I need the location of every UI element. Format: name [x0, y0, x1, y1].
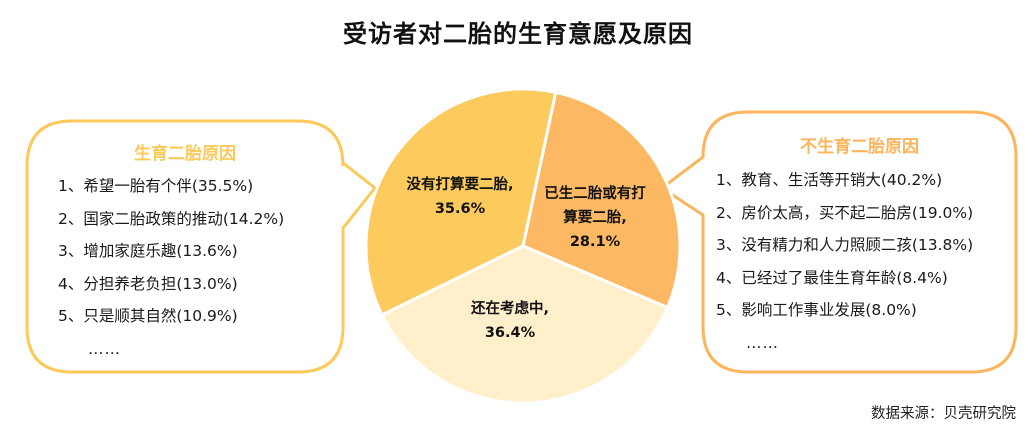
slice-label-text: 已生二胎或有打 — [544, 186, 646, 202]
list-item: 5、只是顺其自然(10.9%) — [58, 307, 238, 325]
list-item: 2、房价太高，买不起二胎房(19.0%) — [716, 203, 974, 222]
left-reason-list: 1、希望一胎有个伴(35.5%) 2、国家二胎政策的推动(14.2%) 3、增加… — [58, 170, 284, 365]
pie-slice-considering — [380, 244, 669, 405]
list-item: 1、教育、生活等开销大(40.2%) — [716, 171, 943, 189]
list-item-more: …… — [88, 339, 121, 358]
pie-chart — [364, 87, 682, 405]
slice-label-considering: 还在考虑中, 36.4% — [445, 297, 575, 345]
right-bubble-title: 不生育二胎原因 — [800, 137, 919, 157]
slice-label-value: 35.6% — [434, 201, 486, 217]
pie-slice-have-or-plan — [521, 90, 682, 309]
list-item: 4、分担养老负担(13.0%) — [58, 274, 238, 293]
list-item: 3、没有精力和人力照顾二孩(13.8%) — [716, 236, 974, 254]
slice-label-text: 没有打算要二胎, — [406, 177, 514, 193]
slice-label-plan-no: 没有打算要二胎, 35.6% — [395, 173, 525, 221]
list-item-more: …… — [746, 333, 779, 352]
chart-title: 受访者对二胎的生育意愿及原因 — [343, 20, 693, 48]
data-source: 数据来源：贝壳研究院 — [871, 406, 1016, 422]
slice-label-value: 36.4% — [484, 325, 536, 341]
pie-slice-plan-no — [364, 87, 558, 317]
right-reason-bubble — [659, 110, 1018, 374]
slice-label-text: 还在考虑中, — [470, 301, 549, 317]
left-bubble-title: 生育二胎原因 — [134, 144, 236, 164]
slice-label-text: 算要二胎, — [563, 210, 627, 226]
slice-label-have-or-plan: 已生二胎或有打 算要二胎, 28.1% — [530, 182, 660, 254]
list-item: 5、影响工作事业发展(8.0%) — [716, 301, 917, 319]
list-item: 2、国家二胎政策的推动(14.2%) — [58, 209, 285, 228]
list-item: 1、希望一胎有个伴(35.5%) — [58, 177, 254, 195]
list-item: 3、增加家庭乐趣(13.6%) — [58, 242, 238, 260]
right-reason-list: 1、教育、生活等开销大(40.2%) 2、房价太高，买不起二胎房(19.0%) … — [716, 164, 973, 359]
left-reason-bubble — [25, 119, 378, 374]
list-item: 4、已经过了最佳生育年龄(8.4%) — [716, 268, 948, 287]
slice-label-value: 28.1% — [569, 234, 621, 250]
